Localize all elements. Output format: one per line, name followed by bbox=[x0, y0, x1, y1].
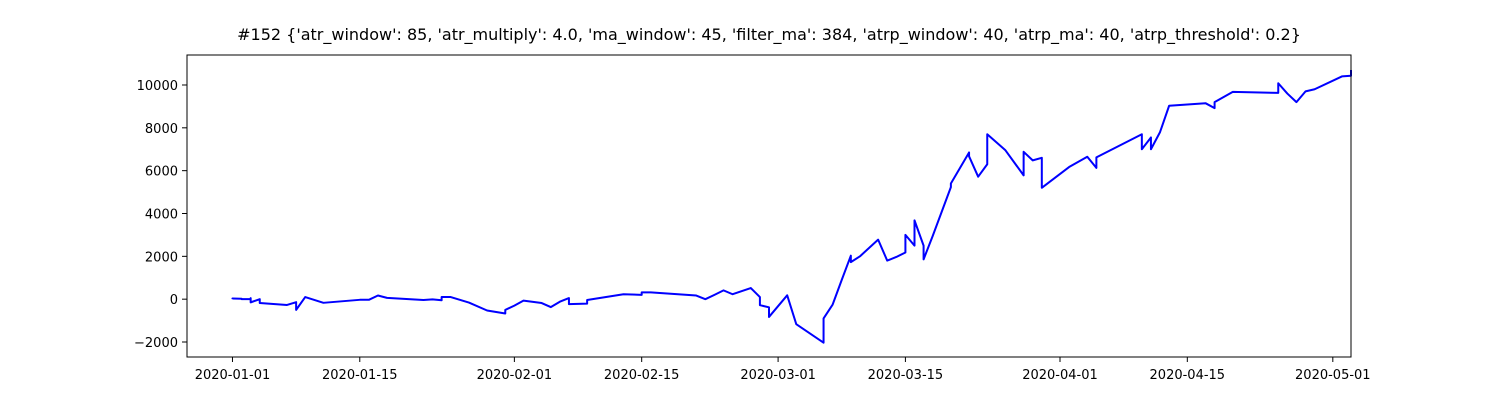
x-tick-label: 2020-04-15 bbox=[1150, 368, 1226, 383]
y-axis: −2000 0 2000 4000 6000 8000 10000 bbox=[134, 79, 187, 351]
x-tick-label: 2020-02-01 bbox=[477, 368, 553, 383]
plot-area bbox=[186, 54, 1352, 358]
y-tick-label: 4000 bbox=[145, 207, 178, 222]
x-tick-label: 2020-02-15 bbox=[604, 368, 680, 383]
y-tick-label: 2000 bbox=[145, 250, 178, 265]
x-tick-label: 2020-05-01 bbox=[1295, 368, 1371, 383]
y-tick-label: 6000 bbox=[145, 165, 178, 180]
series-line-0 bbox=[231, 69, 1352, 344]
x-tick-label: 2020-04-01 bbox=[1022, 368, 1098, 383]
y-tick-label: 0 bbox=[170, 293, 178, 308]
x-tick-label: 2020-03-01 bbox=[740, 368, 816, 383]
y-tick-label: −2000 bbox=[134, 336, 178, 351]
x-tick-label: 2020-01-01 bbox=[195, 368, 271, 383]
y-tick-label: 8000 bbox=[145, 122, 178, 137]
x-axis: 2020-01-01 2020-01-15 2020-02-01 2020-02-15… bbox=[195, 357, 1371, 383]
x-tick-label: 2020-01-15 bbox=[322, 368, 398, 383]
plot-frame bbox=[186, 54, 1352, 358]
y-tick-label: 10000 bbox=[137, 79, 178, 94]
x-tick-label: 2020-03-15 bbox=[868, 368, 944, 383]
chart-title: #152 {'atr_window': 85, 'atr_multiply': … bbox=[237, 25, 1301, 45]
